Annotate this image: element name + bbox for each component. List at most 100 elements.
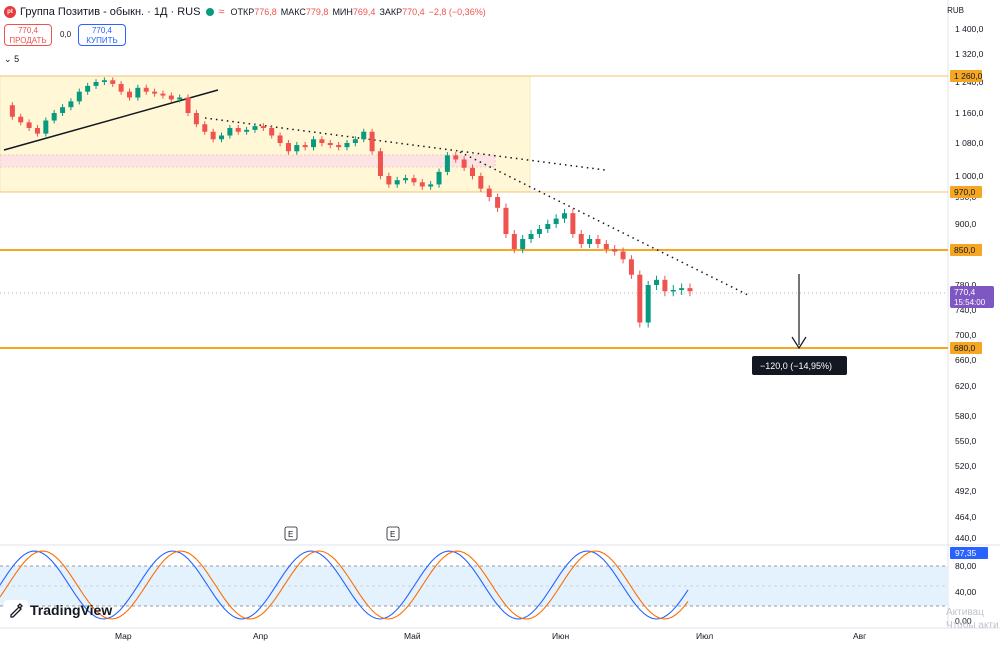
- chevron-down-icon: ⌄: [4, 54, 12, 64]
- candle-body: [620, 251, 626, 260]
- indicators-collapse-button[interactable]: ⌄ 5: [4, 54, 19, 65]
- price-tick-label: 440,0: [955, 533, 977, 543]
- candle-body: [18, 116, 24, 123]
- price-tick-label: 740,0: [955, 305, 977, 315]
- buy-button[interactable]: 770,4 КУПИТЬ: [78, 24, 126, 46]
- candle-body: [51, 113, 57, 121]
- candle-body: [444, 155, 450, 172]
- countdown-label: 15:54:00: [954, 298, 986, 307]
- oscillator-value-badge: [950, 547, 988, 559]
- candle-body: [637, 274, 643, 323]
- candle-body: [352, 139, 358, 143]
- candle-body: [603, 244, 609, 249]
- uptrend-line: [3, 89, 219, 151]
- supply-zone: [0, 75, 531, 193]
- price-level-badge: [950, 342, 982, 354]
- last-price-badge: [950, 286, 994, 308]
- candle-body: [294, 145, 300, 152]
- price-tick-label: 1 000,0: [955, 171, 984, 181]
- candle-body: [227, 128, 233, 136]
- candle-body: [319, 139, 325, 143]
- candle-body: [553, 218, 559, 224]
- wave-icon: ≈: [218, 6, 225, 18]
- candle-body: [536, 229, 542, 234]
- measure-label-box: [752, 356, 847, 375]
- oscillator-tick-label: 0,00: [955, 616, 972, 626]
- candle-body: [177, 97, 183, 100]
- candle-body: [369, 131, 375, 152]
- resistance-zone: [0, 154, 496, 168]
- candle-body: [428, 184, 434, 187]
- open-value: 776,8: [254, 7, 277, 17]
- time-tick-label: Мар: [115, 631, 132, 641]
- price-tick-label: 1 080,0: [955, 138, 984, 148]
- candle-body: [43, 120, 49, 134]
- pencil-icon[interactable]: [4, 600, 28, 620]
- candle-body: [327, 143, 333, 146]
- indicator-count: 5: [14, 54, 20, 64]
- candle-body: [419, 182, 425, 187]
- price-level-label: 680,0: [954, 343, 976, 353]
- price-tick-label: 660,0: [955, 355, 977, 365]
- candle-body: [628, 259, 634, 275]
- candle-body: [93, 82, 99, 86]
- time-tick-label: Май: [404, 631, 421, 641]
- price-tick-label: 492,0: [955, 486, 977, 496]
- candle-body: [361, 131, 367, 140]
- price-tick-label: 520,0: [955, 461, 977, 471]
- candle-body: [578, 234, 584, 244]
- candle-body: [545, 224, 551, 229]
- candle-body: [528, 234, 534, 239]
- open-label: ОТКР: [230, 7, 255, 17]
- symbol-title[interactable]: Группа Позитив - обыкн. · 1Д · RUS: [20, 6, 201, 18]
- earnings-marker: E: [390, 530, 395, 539]
- watermark-line-1: Активац: [946, 607, 984, 618]
- price-tick-label: 900,0: [955, 219, 977, 229]
- earnings-marker-box: [386, 526, 400, 541]
- candle-body: [126, 91, 132, 98]
- price-level-label: 970,0: [954, 187, 976, 197]
- candle-body: [311, 139, 317, 148]
- candle-body: [344, 143, 350, 148]
- candle-body: [219, 135, 225, 140]
- buy-price: 770,4: [91, 26, 113, 35]
- candle-body: [377, 151, 383, 176]
- price-level-label: 850,0: [954, 245, 976, 255]
- candle-body: [202, 124, 208, 132]
- candle-body: [168, 95, 174, 100]
- candle-body: [260, 126, 266, 128]
- candle-body: [520, 239, 526, 249]
- time-tick-label: Июл: [696, 631, 713, 641]
- candle-body: [645, 285, 651, 323]
- candle-body: [34, 128, 40, 134]
- oscillator-d-line: [0, 550, 689, 620]
- sell-button[interactable]: 770,4 ПРОДАТЬ: [4, 24, 52, 46]
- sell-label: ПРОДАТЬ: [9, 36, 47, 45]
- earnings-marker: E: [288, 530, 293, 539]
- price-tick-label: 1 400,0: [955, 24, 984, 34]
- currency-label[interactable]: RUB: [947, 6, 964, 15]
- candle-body: [436, 171, 442, 185]
- candle-body: [252, 126, 258, 130]
- candle-body: [587, 239, 593, 244]
- candle-body: [160, 93, 166, 96]
- candle-body: [411, 178, 417, 183]
- candle-body: [85, 85, 91, 92]
- candle-body: [654, 279, 660, 285]
- time-tick-label: Авг: [853, 631, 866, 641]
- measure-arrow-head: [791, 336, 807, 350]
- sell-price: 770,4: [17, 26, 39, 35]
- candle-body: [269, 128, 275, 136]
- candle-body: [486, 188, 492, 197]
- oscillator-k-line: [0, 550, 689, 620]
- close-label: ЗАКР: [379, 7, 403, 17]
- candle-body: [110, 80, 116, 84]
- candle-body: [101, 80, 107, 82]
- low-label: МИН: [332, 7, 353, 17]
- watermark-line-2: Чтобы акти: [946, 620, 999, 631]
- price-tick-label: 1 160,0: [955, 108, 984, 118]
- chart-header: pt Группа Позитив - обыкн. · 1Д · RUS ≈ …: [4, 4, 490, 20]
- candle-body: [60, 107, 66, 113]
- candle-body: [185, 97, 191, 113]
